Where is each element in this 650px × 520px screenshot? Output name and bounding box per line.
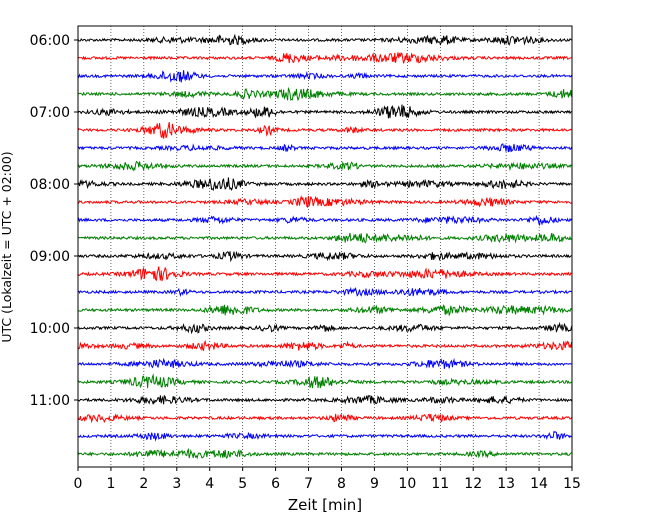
x-tick-label: 1 [106,476,115,492]
seismic-trace [77,339,573,352]
x-tick-label: 3 [172,476,181,492]
seismic-trace [77,430,572,442]
y-axis-label: UTC (Lokalzeit = UTC + 02:00) [0,151,14,342]
seismic-trace [77,266,572,282]
seismic-trace [77,122,572,139]
seismic-trace [77,177,572,192]
x-tick-label: 7 [304,476,313,492]
x-tick-label: 15 [563,476,581,492]
seismic-trace [77,232,572,244]
seismic-trace [77,51,572,64]
y-tick-label: 07:00 [30,105,70,121]
seismic-trace [77,143,573,153]
y-tick-label: 08:00 [30,177,70,193]
seismic-trace [77,104,572,119]
seismic-trace [77,33,572,46]
x-tick-label: 11 [431,476,449,492]
x-tick-label: 6 [271,476,280,492]
seismic-trace [77,250,572,263]
seismic-trace [77,286,572,298]
seismic-trace [77,214,573,227]
plot-background [78,26,572,467]
seismic-trace [77,86,573,102]
x-axis-ticks: 0 1 2 3 4 5 6 7 8 9 10 11 12 13 14 15 [74,467,581,492]
y-tick-label: 10:00 [30,321,70,337]
y-tick-label: 11:00 [30,393,70,409]
x-tick-label: 9 [370,476,379,492]
x-tick-label: 12 [464,476,482,492]
y-axis-ticks: 06:00 07:00 08:00 09:00 10:00 11:00 [30,33,78,409]
x-tick-label: 2 [139,476,148,492]
x-axis-label: Zeit [min] [288,496,362,514]
y-tick-label: 06:00 [30,33,70,49]
seismic-trace [77,160,572,172]
plot-frame [77,25,573,468]
seismic-trace [77,357,572,369]
x-tick-label: 14 [530,476,548,492]
x-tick-label: 13 [497,476,515,492]
x-tick-label: 4 [205,476,214,492]
seismic-trace [77,70,573,83]
x-tick-label: 5 [238,476,247,492]
x-tick-label: 8 [337,476,346,492]
y-tick-label: 09:00 [30,249,70,265]
traces [77,33,573,460]
seismic-trace [77,394,573,405]
seismic-trace [77,413,573,424]
x-tick-label: 10 [398,476,416,492]
seismic-trace [77,321,573,335]
seismic-trace [77,304,572,317]
seismic-trace [77,373,572,389]
seismic-trace [77,194,572,209]
x-tick-label: 0 [74,476,83,492]
seismic-trace [77,447,572,460]
